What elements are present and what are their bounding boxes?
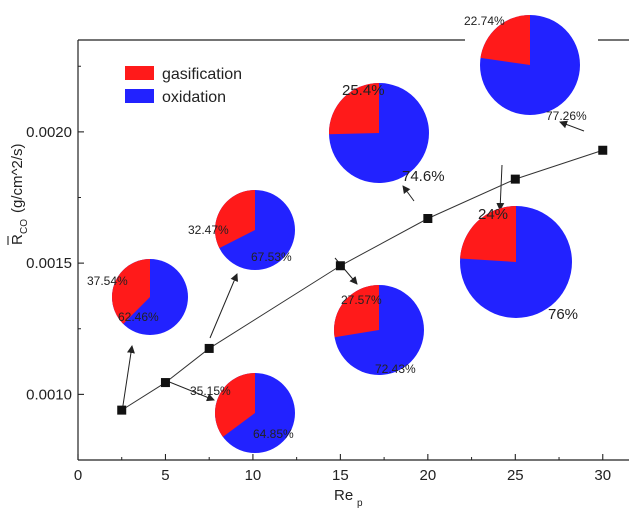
y-axis-title: R CO (g/cm^2/s) — [7, 143, 30, 245]
pie-label-gasification: 32.47% — [188, 223, 229, 237]
pie-connector-arrow — [559, 120, 585, 132]
pie-label-oxidation: 74.6% — [402, 168, 445, 185]
pie-label-oxidation: 67.53% — [251, 250, 292, 264]
pie-label-oxidation: 76% — [548, 306, 578, 323]
pie-connector-arrow — [496, 164, 505, 211]
pie-label-oxidation: 72.43% — [375, 362, 416, 376]
pie-label-oxidation: 77.26% — [546, 109, 587, 123]
pie-label-gasification: 22.74% — [464, 14, 505, 28]
pie-chart: 35.15% 64.85% — [190, 373, 295, 453]
legend-label-oxidation: oxidation — [162, 89, 226, 106]
plot-frame — [77, 39, 629, 461]
legend-label-gasification: gasification — [162, 66, 242, 83]
y-tick-label: 0.0020 — [26, 124, 72, 141]
x-tick-label: 0 — [74, 467, 82, 484]
data-point — [598, 145, 608, 155]
x-axis-ticks: 0 5 10 15 20 25 30 — [74, 454, 611, 484]
pie-connector-arrow — [209, 273, 238, 339]
y-tick-label: 0.0010 — [26, 386, 72, 403]
data-markers — [117, 145, 608, 415]
pie-chart: 32.47% 67.53% — [188, 190, 295, 270]
pie-label-gasification: 37.54% — [87, 274, 128, 288]
pie-charts: 37.54% 62.46% 35.15% 64.85% 32.47% 67.53% 27.5… — [87, 14, 587, 453]
data-point — [510, 174, 520, 184]
pie-label-gasification: 35.15% — [190, 384, 231, 398]
x-tick-label: 5 — [161, 467, 169, 484]
y-axis-ticks: 0.0010 0.0015 0.0020 — [26, 65, 84, 461]
pie-chart: 37.54% 62.46% — [87, 259, 188, 335]
pie-label-gasification: 27.57% — [341, 293, 382, 307]
pie-connector-arrow — [121, 345, 135, 413]
pie-connector-arrow — [402, 185, 415, 202]
pie-label-oxidation: 62.46% — [118, 310, 159, 324]
y-tick-label: 0.0015 — [26, 255, 72, 272]
x-axis-title: Re p — [334, 487, 363, 509]
x-axis-title-main: Re — [334, 487, 353, 504]
pie-slice-gasification — [328, 83, 379, 135]
data-point — [423, 214, 433, 223]
x-axis-title-sub: p — [357, 498, 363, 509]
legend: gasification oxidation — [125, 66, 242, 106]
pie-connector-arrow — [166, 380, 215, 402]
pie-label-gasification: 24% — [478, 206, 508, 223]
data-point — [160, 378, 170, 388]
pie-slice-gasification — [111, 259, 150, 324]
x-tick-label: 15 — [332, 467, 349, 484]
pie-chart: 24% 76% — [460, 206, 578, 323]
pie-slice-gasification — [214, 373, 255, 437]
x-tick-label: 10 — [245, 467, 262, 484]
pie-label-gasification: 25.4% — [342, 82, 385, 99]
x-tick-label: 25 — [507, 467, 524, 484]
pie-slice-gasification — [334, 285, 379, 338]
data-point — [117, 405, 127, 415]
pie-chart: 27.57% 72.43% — [334, 285, 424, 376]
pie-slice-gasification — [460, 206, 516, 262]
y-axis-title-sub: CO — [19, 219, 30, 234]
pie-connector-arrows — [121, 120, 585, 413]
x-tick-label: 30 — [594, 467, 611, 484]
pie-chart: 25.4% 74.6% — [328, 82, 445, 185]
x-tick-label: 20 — [419, 467, 436, 484]
legend-swatch-oxidation — [125, 89, 154, 103]
legend-swatch-gasification — [125, 66, 154, 80]
pie-chart: 22.74% 77.26% — [464, 14, 587, 123]
y-axis-title-units: (g/cm^2/s) — [9, 143, 26, 213]
y-axis-title-main: R — [9, 234, 26, 245]
data-point — [335, 261, 345, 271]
data-point — [204, 343, 214, 353]
pie-label-oxidation: 64.85% — [253, 427, 294, 441]
pie-slice-gasification — [214, 190, 255, 249]
pie-slice-gasification — [480, 15, 530, 65]
